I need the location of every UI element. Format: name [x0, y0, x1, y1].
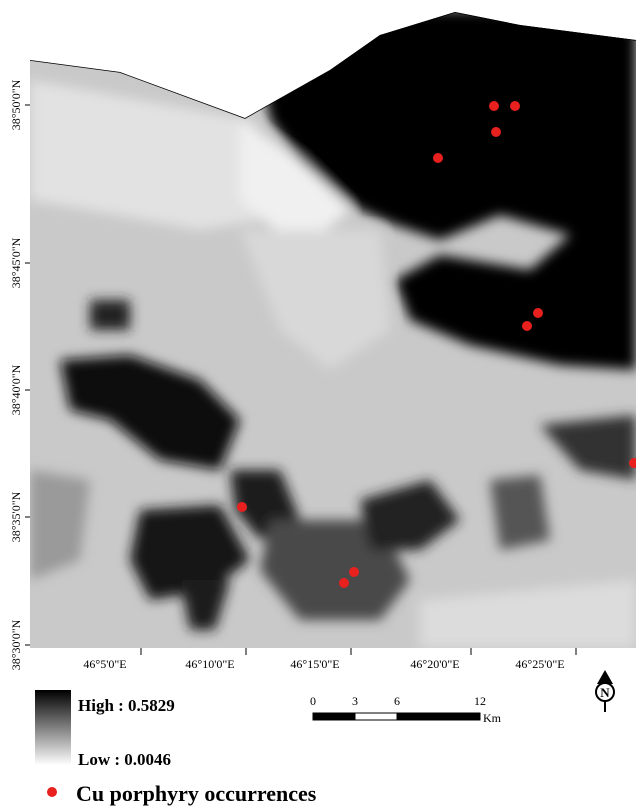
scale-tick: 3	[352, 694, 358, 708]
legend-dot	[47, 787, 57, 797]
latitude-labels: 38°50'0"N 38°45'0"N 38°40'0"N 38°35'0"N 38°3…	[9, 79, 30, 670]
occurrence-points	[237, 101, 636, 588]
legend-high: High : 0.5829	[78, 696, 175, 715]
legend-low: Low : 0.0046	[78, 750, 171, 769]
scale-unit: Km	[483, 711, 502, 725]
longitude-labels: 46°5'0"E 46°10'0"E 46°15'0"E 46°20'0"E 46°25…	[83, 648, 577, 671]
legend: High : 0.5829 Low : 0.0046 Cu porphyry o…	[35, 690, 317, 806]
longitude-label: 46°10'0"E	[185, 657, 234, 671]
north-arrow: N	[595, 670, 615, 712]
latitude-label: 38°35'0"N	[9, 491, 23, 542]
longitude-label: 46°20'0"E	[410, 657, 459, 671]
scale-bar: 0 3 6 12 Km	[310, 694, 502, 725]
legend-ramp	[35, 690, 71, 765]
legend-occurrences: Cu porphyry occurrences	[76, 781, 317, 806]
latitude-label: 38°50'0"N	[9, 79, 23, 130]
scale-tick: 6	[394, 694, 400, 708]
latitude-label: 38°40'0"N	[9, 364, 23, 415]
longitude-label: 46°5'0"E	[83, 657, 126, 671]
latitude-label: 38°30'0"N	[9, 619, 23, 670]
north-label: N	[600, 685, 610, 700]
raster	[30, 12, 636, 648]
longitude-label: 46°15'0"E	[290, 657, 339, 671]
longitude-label: 46°25'0"E	[515, 657, 564, 671]
latitude-label: 38°45'0"N	[9, 237, 23, 288]
scale-tick: 12	[474, 694, 486, 708]
scale-tick: 0	[310, 694, 316, 708]
